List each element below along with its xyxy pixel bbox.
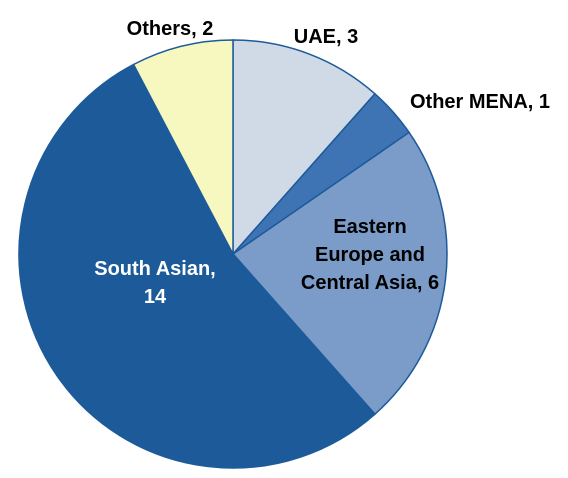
label-line: Other MENA, 1 [410, 91, 550, 113]
label-line: South Asian, [94, 258, 215, 280]
slice-label: South Asian, 14 [94, 258, 215, 308]
label-line: Eastern [333, 216, 406, 238]
pie-slice [18, 63, 376, 469]
pie-slice [232, 39, 376, 256]
pie-slice [231, 131, 448, 416]
label-line: Central Asia, 6 [301, 272, 439, 294]
label-line: UAE, 3 [294, 26, 358, 48]
pie-slice [132, 39, 234, 255]
slice-label: Others, 2 [127, 18, 214, 40]
label-line: 14 [144, 286, 167, 308]
slice-label: UAE, 3 [294, 26, 358, 48]
slice-label: Eastern Europe and Central Asia, 6 [301, 216, 439, 294]
label-line: Europe and [315, 244, 425, 266]
label-line: Others, 2 [127, 18, 214, 40]
slice-label: Other MENA, 1 [410, 91, 550, 113]
